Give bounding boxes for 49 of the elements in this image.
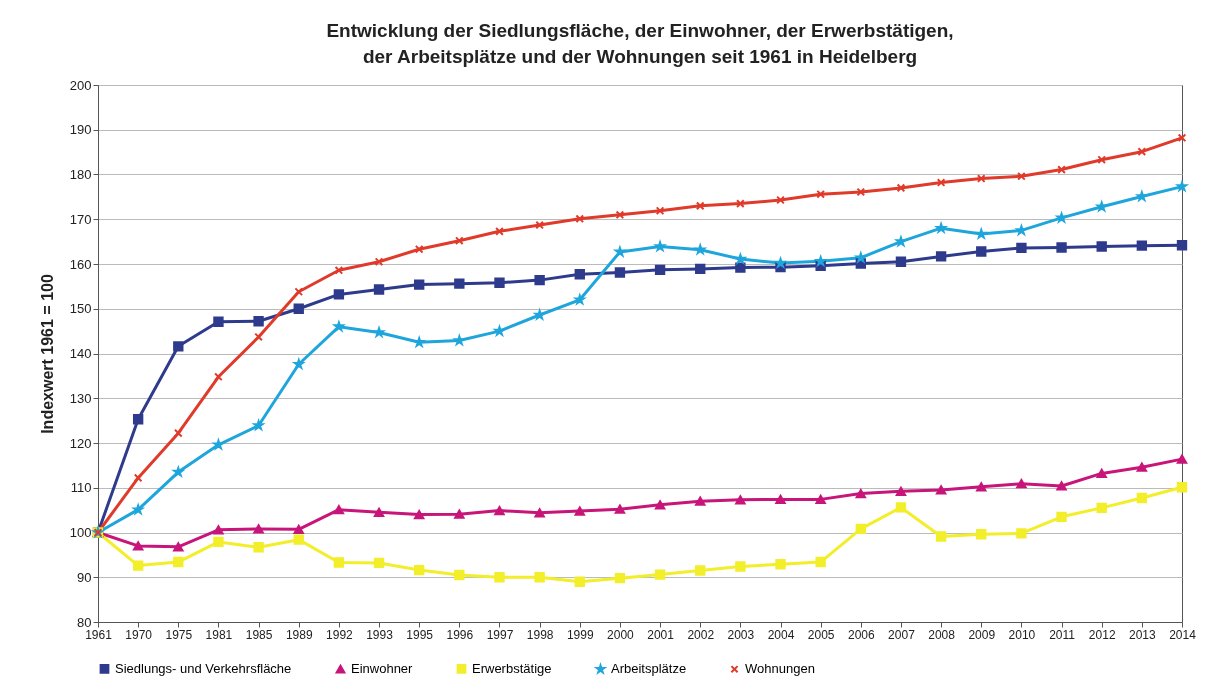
y-tick-label: 120 xyxy=(69,435,92,451)
x-tick-label: 2002 xyxy=(687,627,715,642)
text: der Arbeitsplätze und der Wohnungen seit 1961 in Heidelberg xyxy=(362,46,918,67)
x-tick-label: 1985 xyxy=(245,627,273,642)
y-tick-label: 140 xyxy=(69,346,92,361)
x-tick-label: 1989 xyxy=(285,627,313,642)
x-tick-label: 1970 xyxy=(125,627,153,642)
legend-label: Einwohner xyxy=(351,661,414,677)
x-tick-label: 2006 xyxy=(847,627,875,642)
x-tick-label: 2011 xyxy=(1049,627,1076,642)
x-tick-label: 1975 xyxy=(165,627,193,642)
x-tick-label: 1997 xyxy=(486,627,514,642)
y-tick-label: 170 xyxy=(69,211,92,227)
x-tick-label: 2001 xyxy=(647,627,675,642)
x-tick-label: 2009 xyxy=(968,627,996,642)
legend-label: Wohnungen xyxy=(745,661,815,677)
x-tick-label: 2014 xyxy=(1169,627,1197,642)
y-tick-label: 150 xyxy=(69,301,92,317)
text: Entwicklung der Siedlungsfläche, der Einwohner, der Erwerbstätigen, xyxy=(326,20,954,41)
y-tick-label: 80 xyxy=(77,614,92,630)
x-tick-label: 2010 xyxy=(1008,627,1036,642)
x-tick-label: 2007 xyxy=(888,627,916,642)
x-tick-label: 2008 xyxy=(928,627,956,642)
x-tick-label: 2005 xyxy=(807,627,835,642)
x-tick-label: 2012 xyxy=(1088,627,1116,642)
x-tick-label: 2000 xyxy=(607,627,635,642)
x-tick-label: 1996 xyxy=(446,627,474,642)
x-tick-label: 1981 xyxy=(205,627,233,642)
y-tick-label: 100 xyxy=(69,525,92,540)
legend-label: Erwerbstätige xyxy=(472,660,552,676)
x-tick-label: 1961 xyxy=(85,627,113,642)
x-tick-label: 1999 xyxy=(566,627,594,642)
y-axis-title: Indexwert 1961 = 100 xyxy=(38,274,56,434)
x-tick-label: 2003 xyxy=(727,627,755,642)
y-tick-label: 130 xyxy=(69,390,92,406)
x-tick-label: 1995 xyxy=(406,627,434,642)
x-tick-label: 2013 xyxy=(1129,627,1157,642)
y-tick-label: 160 xyxy=(69,256,92,272)
x-tick-label: 2004 xyxy=(767,627,795,642)
x-tick-label: 1992 xyxy=(326,627,354,642)
y-tick-label: 190 xyxy=(69,122,92,138)
legend-label: Siedlungs- und Verkehrsfläche xyxy=(115,660,292,676)
y-tick-label: 90 xyxy=(77,569,92,585)
y-tick-label: 200 xyxy=(69,77,92,93)
y-tick-label: 110 xyxy=(70,480,92,496)
legend-label: Arbeitsplätze xyxy=(611,661,687,677)
x-tick-label: 1993 xyxy=(366,627,394,642)
x-tick-label: 1998 xyxy=(526,627,554,642)
y-tick-label: 180 xyxy=(69,167,92,182)
